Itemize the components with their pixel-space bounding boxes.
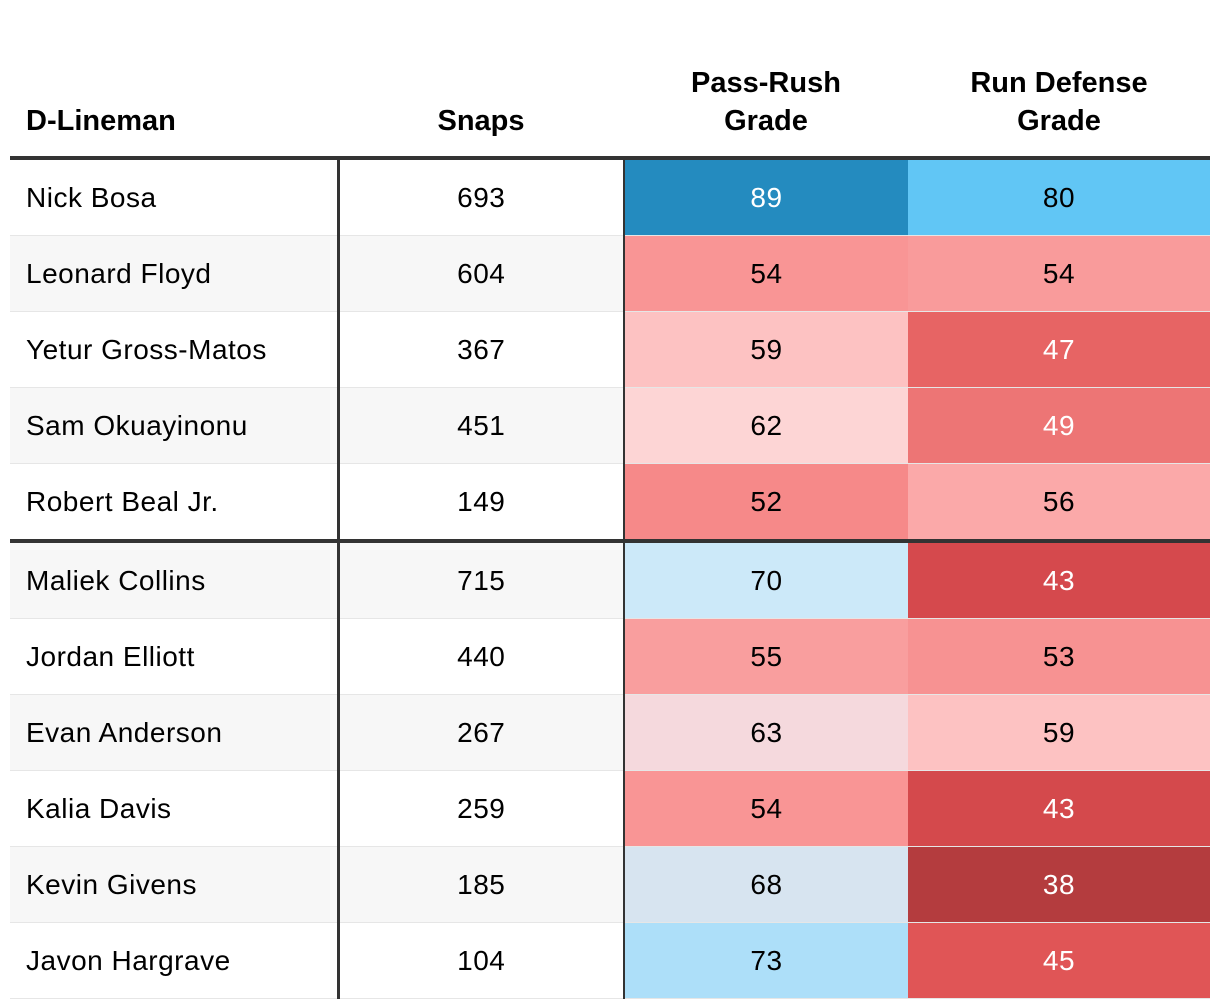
table-header: D-Lineman Snaps Pass-Rush Grade Run Defe…	[10, 40, 1210, 160]
column-header-pass-rush: Pass-Rush Grade	[624, 40, 908, 160]
column-header-lineman: D-Lineman	[10, 40, 338, 160]
run-defense-grade-cell: 54	[908, 235, 1210, 312]
table-row: Sam Okuayinonu 451 62 49	[10, 387, 1210, 464]
pass-rush-grade-cell: 63	[624, 694, 908, 771]
header-row: D-Lineman Snaps Pass-Rush Grade Run Defe…	[10, 40, 1210, 160]
pass-rush-grade-cell: 68	[624, 846, 908, 923]
column-header-pass-rush-line2: Grade	[724, 105, 808, 137]
table-row: Kalia Davis 259 54 43	[10, 770, 1210, 847]
table-row: Jordan Elliott 440 55 53	[10, 618, 1210, 695]
lineman-name-cell: Kalia Davis	[10, 770, 340, 847]
run-defense-grade-cell: 59	[908, 694, 1210, 771]
run-defense-grade-cell: 80	[908, 158, 1210, 236]
column-header-run-defense-line1: Run Defense	[970, 67, 1148, 99]
lineman-name-cell: Sam Okuayinonu	[10, 387, 340, 464]
pass-rush-grade-cell: 59	[624, 311, 908, 388]
run-defense-grade-cell: 47	[908, 311, 1210, 388]
table-row: Robert Beal Jr. 149 52 56	[10, 463, 1210, 542]
snaps-cell: 185	[338, 846, 625, 923]
pass-rush-grade-cell: 89	[624, 158, 908, 236]
lineman-name-cell: Jordan Elliott	[10, 618, 340, 695]
snaps-cell: 367	[338, 311, 625, 388]
lineman-name-cell: Javon Hargrave	[10, 922, 340, 999]
run-defense-grade-cell: 38	[908, 846, 1210, 923]
snaps-cell: 451	[338, 387, 625, 464]
table-row: Javon Hargrave 104 73 45	[10, 922, 1210, 999]
pass-rush-grade-cell: 52	[624, 463, 908, 542]
run-defense-grade-cell: 45	[908, 922, 1210, 999]
column-header-pass-rush-line1: Pass-Rush	[691, 67, 841, 99]
lineman-name-cell: Leonard Floyd	[10, 235, 340, 312]
table-row: Kevin Givens 185 68 38	[10, 846, 1210, 923]
snaps-cell: 693	[338, 158, 625, 236]
pass-rush-grade-cell: 55	[624, 618, 908, 695]
column-header-snaps: Snaps	[338, 40, 624, 160]
run-defense-grade-cell: 49	[908, 387, 1210, 464]
snaps-cell: 149	[338, 463, 625, 542]
column-header-run-defense: Run Defense Grade	[908, 40, 1210, 160]
lineman-name-cell: Yetur Gross-Matos	[10, 311, 340, 388]
table-row: Evan Anderson 267 63 59	[10, 694, 1210, 771]
lineman-name-cell: Robert Beal Jr.	[10, 463, 340, 542]
lineman-name-cell: Nick Bosa	[10, 158, 340, 236]
pass-rush-grade-cell: 73	[624, 922, 908, 999]
lineman-name-cell: Evan Anderson	[10, 694, 340, 771]
column-header-lineman-label: D-Lineman	[26, 105, 176, 137]
snaps-cell: 267	[338, 694, 625, 771]
lineman-name-cell: Kevin Givens	[10, 846, 340, 923]
table-row: Yetur Gross-Matos 367 59 47	[10, 311, 1210, 388]
run-defense-grade-cell: 43	[908, 539, 1210, 619]
table-row: Maliek Collins 715 70 43	[10, 539, 1210, 619]
table-body: Nick Bosa 693 89 80 Leonard Floyd 604 54 54 Yetu…	[10, 158, 1210, 999]
column-header-snaps-label: Snaps	[437, 105, 525, 137]
snaps-cell: 440	[338, 618, 625, 695]
snaps-cell: 715	[338, 539, 625, 619]
column-header-run-defense-line2: Grade	[1017, 105, 1101, 137]
pass-rush-grade-cell: 54	[624, 770, 908, 847]
snaps-cell: 604	[338, 235, 625, 312]
run-defense-grade-cell: 53	[908, 618, 1210, 695]
table-row: Leonard Floyd 604 54 54	[10, 235, 1210, 312]
pass-rush-grade-cell: 70	[624, 539, 908, 619]
snaps-cell: 104	[338, 922, 625, 999]
grade-table: D-Lineman Snaps Pass-Rush Grade Run Defe…	[10, 40, 1210, 999]
lineman-name-cell: Maliek Collins	[10, 539, 340, 619]
pass-rush-grade-cell: 54	[624, 235, 908, 312]
run-defense-grade-cell: 56	[908, 463, 1210, 542]
run-defense-grade-cell: 43	[908, 770, 1210, 847]
pass-rush-grade-cell: 62	[624, 387, 908, 464]
snaps-cell: 259	[338, 770, 625, 847]
table-row: Nick Bosa 693 89 80	[10, 158, 1210, 236]
